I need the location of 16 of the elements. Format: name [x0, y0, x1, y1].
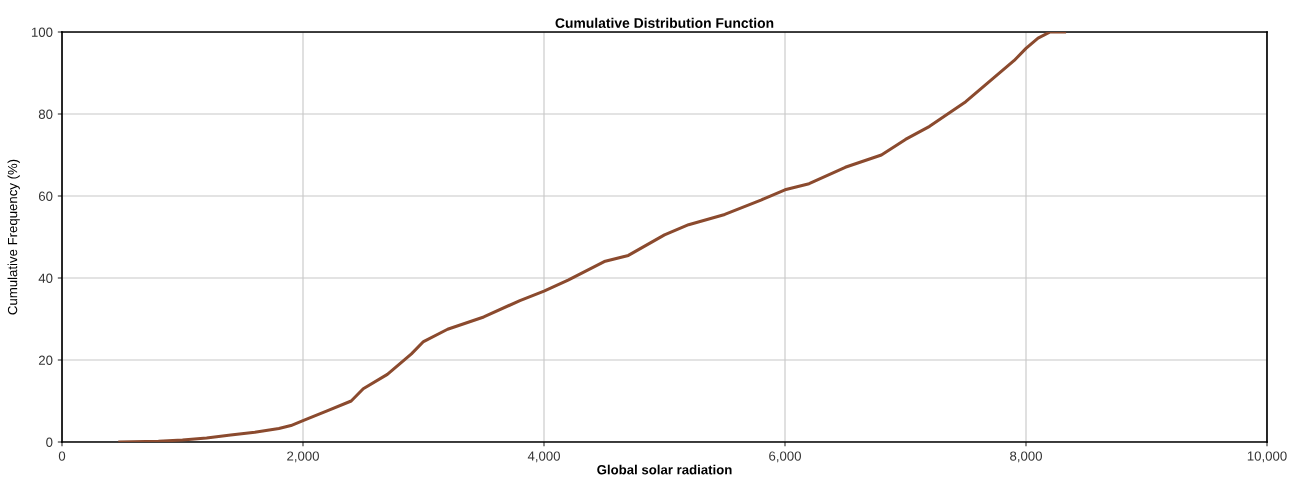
y-tick-label: 60 [38, 191, 53, 201]
x-axis-title: Global solar radiation [597, 464, 732, 475]
x-tick-label: 4,000 [527, 451, 560, 463]
x-tick-label: 8,000 [1010, 451, 1042, 463]
y-tick-label: 100 [31, 27, 53, 37]
line-series [118, 32, 1067, 442]
y-tick-label: 40 [38, 273, 53, 283]
x-tick-label: 2,000 [287, 451, 319, 463]
x-tick-label: 0 [58, 451, 66, 461]
chart-title: Cumulative Distribution Function [555, 17, 774, 28]
x-tick-label: 6,000 [769, 451, 801, 463]
x-tick-label: 10,000 [1247, 451, 1287, 463]
y-tick-label: 20 [38, 355, 53, 365]
y-tick-label: 80 [38, 109, 53, 119]
y-tick-label: 0 [46, 437, 53, 447]
y-axis-title: Cumulative Frequency (%) [7, 159, 20, 315]
